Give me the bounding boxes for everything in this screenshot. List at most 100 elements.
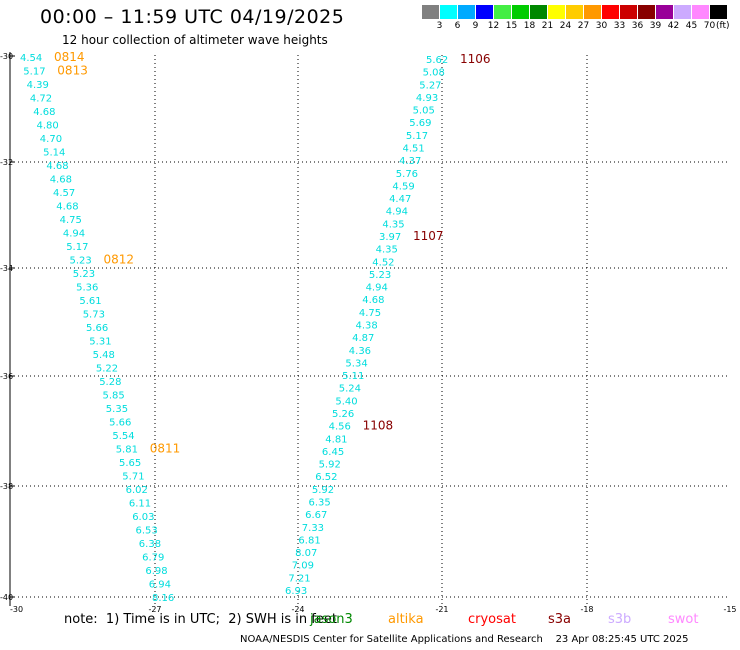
swh-value: 7.21 [288, 573, 310, 584]
legend-label: 70 [703, 21, 716, 31]
legend-label: 24 [559, 21, 572, 31]
swh-value: 5.35 [106, 404, 128, 415]
swh-value: 4.37 [399, 156, 421, 167]
footer-credit: NOAA/NESDIS Center for Satellite Applica… [240, 634, 689, 645]
pass-time-label: 1107 [413, 229, 444, 243]
lat-tick-label: -32 [0, 158, 13, 167]
map-grid [10, 55, 730, 606]
lon-tick-label: -27 [148, 605, 161, 614]
swh-value: 4.35 [382, 219, 404, 230]
swh-value: 5.92 [312, 485, 334, 496]
swh-value: 5.66 [86, 323, 108, 334]
pass-time-label: 1108 [363, 419, 394, 433]
swh-value: 6.81 [298, 535, 320, 546]
swh-value: 4.93 [416, 93, 438, 104]
swh-value: 4.52 [372, 257, 394, 268]
legend-swatch [656, 5, 673, 19]
legend-swatch [458, 5, 475, 19]
pass-time-label: 0813 [57, 64, 88, 78]
swh-value: 4.35 [376, 245, 398, 256]
swh-value: 4.80 [37, 121, 59, 132]
swh-value: 5.27 [419, 80, 441, 91]
legend-swatch [674, 5, 691, 19]
legend-label: 33 [613, 21, 626, 31]
swh-value: 3.97 [379, 232, 401, 243]
swh-value: 4.39 [27, 80, 49, 91]
swh-value: 4.68 [46, 161, 68, 172]
swh-value: 5.17 [406, 131, 428, 142]
swh-value: 6.94 [149, 580, 171, 591]
lon-tick-label: -15 [723, 605, 736, 614]
swh-value: 6.79 [142, 553, 164, 564]
swh-value: 5.17 [66, 242, 88, 253]
lon-tick-label: -18 [580, 605, 593, 614]
swh-value: 4.70 [40, 134, 62, 145]
legend-label: 27 [577, 21, 590, 31]
swh-value: 7.33 [302, 523, 324, 534]
legend-label: 42 [667, 21, 680, 31]
legend-label: 3 [436, 21, 443, 31]
pass-time-label: 0814 [54, 50, 85, 64]
legend-label: 6 [454, 21, 461, 31]
swh-value: 6.35 [309, 498, 331, 509]
satellite-name: jason3 [310, 612, 353, 627]
legend-swatch [422, 5, 439, 19]
lat-tick-label: -38 [0, 482, 13, 491]
footer-note: note: 1) Time is in UTC; 2) SWH is in fe… [64, 612, 337, 627]
legend-label: 39 [649, 21, 662, 31]
legend-label: 45 [685, 21, 698, 31]
legend-swatch [440, 5, 457, 19]
satellite-name: cryosat [468, 612, 516, 627]
swh-value: 5.23 [73, 269, 95, 280]
swh-value: 5.40 [335, 396, 357, 407]
legend-label: 30 [595, 21, 608, 31]
legend-swatch [602, 5, 619, 19]
legend-label: 18 [523, 21, 536, 31]
swh-value: 5.61 [79, 296, 101, 307]
satellite-name: swot [668, 612, 699, 627]
swh-value: 5.22 [96, 364, 118, 375]
swh-value: 5.92 [319, 460, 341, 471]
swh-value: 4.51 [403, 144, 425, 155]
legend-unit: (ft) [716, 21, 730, 31]
swh-value: 6.98 [145, 566, 167, 577]
swh-value: 6.52 [315, 472, 337, 483]
swh-value: 5.48 [93, 350, 115, 361]
swh-value: 7.09 [292, 561, 314, 572]
legend-label: 36 [631, 21, 644, 31]
swh-value: 4.54 [20, 53, 42, 64]
legend-swatch [584, 5, 601, 19]
swh-value: 4.94 [386, 207, 408, 218]
pass-time-label: 1106 [460, 52, 491, 66]
swh-value: 5.34 [345, 358, 367, 369]
lat-tick-label: -34 [0, 264, 13, 273]
swh-value: 5.28 [99, 377, 121, 388]
swh-value: 5.73 [83, 310, 105, 321]
swh-value: 6.93 [285, 586, 307, 597]
swh-value: 5.23 [369, 270, 391, 281]
legend-swatch [476, 5, 493, 19]
swh-value: 4.47 [389, 194, 411, 205]
lat-tick-label: -40 [0, 593, 13, 602]
legend-swatch [620, 5, 637, 19]
satellite-tracks: 4.54 5.17 4.39 4.72 4.68 4.80 4.70 5.14 4.68 4.68… [20, 50, 491, 604]
swh-value: 5.31 [89, 337, 111, 348]
swh-value: 5.85 [103, 391, 125, 402]
swh-value: 5.11 [342, 371, 364, 382]
swh-value: 6.38 [139, 539, 161, 550]
swh-value: 6.53 [136, 526, 158, 537]
lon-tick-label: -30 [10, 605, 23, 614]
swh-value: 5.54 [112, 431, 134, 442]
swh-value: 5.24 [339, 384, 361, 395]
swh-value: 6.11 [129, 499, 151, 510]
legend-label: 21 [541, 21, 554, 31]
lat-tick-label: -30 [0, 52, 13, 61]
legend-swatch [710, 5, 727, 19]
legend-swatch [638, 5, 655, 19]
swh-value: 6.67 [305, 510, 327, 521]
swh-value: 4.72 [30, 94, 52, 105]
legend-swatch [566, 5, 583, 19]
satellite-name: s3a [548, 612, 572, 627]
satellite-name: s3b [608, 612, 632, 627]
